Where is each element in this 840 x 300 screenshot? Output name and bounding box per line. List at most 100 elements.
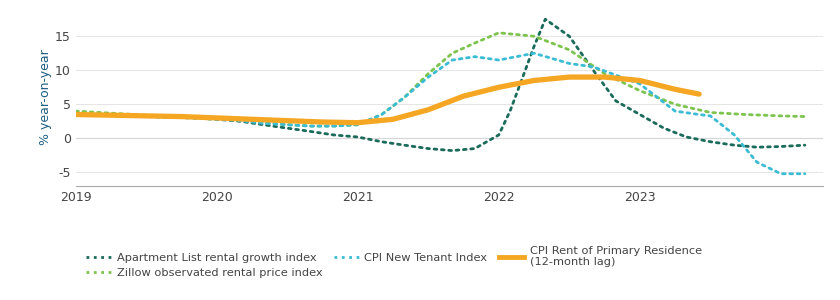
Zillow observated rental price index — [282, 123, 292, 127]
Line: CPI Rent of Primary Residence
(12-month lag): CPI Rent of Primary Residence (12-month … — [76, 77, 699, 123]
Zillow observated rental price index — [564, 48, 575, 52]
CPI New Tenant Index — [423, 75, 433, 79]
CPI New Tenant Index — [729, 133, 739, 137]
CPI Rent of Primary Residence
(12-month lag) — [141, 114, 151, 118]
CPI New Tenant Index — [529, 52, 539, 55]
Zillow observated rental price index — [447, 52, 457, 55]
CPI New Tenant Index — [635, 82, 645, 86]
CPI New Tenant Index — [694, 113, 704, 116]
Apartment List rental growth index — [258, 123, 268, 127]
Zillow observated rental price index — [141, 113, 151, 117]
CPI Rent of Primary Residence
(12-month lag) — [529, 79, 539, 82]
CPI Rent of Primary Residence
(12-month lag) — [388, 118, 398, 121]
Apartment List rental growth index — [540, 17, 550, 21]
Apartment List rental growth index — [212, 118, 222, 121]
Apartment List rental growth index — [423, 147, 433, 150]
Apartment List rental growth index — [529, 45, 539, 48]
CPI New Tenant Index — [717, 123, 727, 127]
CPI New Tenant Index — [706, 114, 716, 118]
CPI New Tenant Index — [470, 55, 480, 58]
CPI New Tenant Index — [447, 58, 457, 62]
CPI New Tenant Index — [212, 118, 222, 121]
CPI New Tenant Index — [165, 116, 176, 119]
Zillow observated rental price index — [470, 41, 480, 45]
CPI Rent of Primary Residence
(12-month lag) — [694, 92, 704, 96]
Apartment List rental growth index — [776, 145, 786, 148]
Zillow observated rental price index — [670, 103, 680, 106]
CPI Rent of Primary Residence
(12-month lag) — [318, 120, 328, 124]
Apartment List rental growth index — [282, 126, 292, 130]
CPI Rent of Primary Residence
(12-month lag) — [564, 75, 575, 79]
CPI New Tenant Index — [117, 114, 127, 118]
CPI New Tenant Index — [800, 172, 810, 175]
Apartment List rental growth index — [306, 130, 316, 133]
Zillow observated rental price index — [423, 72, 433, 76]
Apartment List rental growth index — [659, 126, 669, 130]
Apartment List rental growth index — [187, 116, 197, 120]
Apartment List rental growth index — [470, 147, 480, 150]
Apartment List rental growth index — [588, 68, 598, 72]
CPI New Tenant Index — [282, 123, 292, 127]
CPI New Tenant Index — [741, 147, 751, 150]
Apartment List rental growth index — [235, 119, 245, 123]
Zillow observated rental price index — [741, 113, 751, 116]
Apartment List rental growth index — [494, 133, 504, 137]
Apartment List rental growth index — [71, 113, 81, 116]
CPI New Tenant Index — [776, 172, 786, 175]
Zillow observated rental price index — [328, 124, 339, 128]
Apartment List rental growth index — [752, 146, 762, 149]
Apartment List rental growth index — [447, 149, 457, 152]
Apartment List rental growth index — [800, 143, 810, 147]
Apartment List rental growth index — [141, 115, 151, 119]
CPI New Tenant Index — [95, 113, 105, 117]
CPI New Tenant Index — [399, 96, 409, 99]
CPI New Tenant Index — [752, 160, 762, 164]
Zillow observated rental price index — [165, 115, 176, 119]
CPI Rent of Primary Residence
(12-month lag) — [353, 121, 363, 124]
CPI New Tenant Index — [670, 109, 680, 113]
CPI New Tenant Index — [564, 62, 575, 65]
Zillow observated rental price index — [635, 89, 645, 92]
CPI New Tenant Index — [71, 113, 81, 116]
Zillow observated rental price index — [776, 114, 786, 118]
Apartment List rental growth index — [165, 116, 176, 119]
CPI Rent of Primary Residence
(12-month lag) — [459, 94, 469, 98]
Zillow observated rental price index — [71, 109, 81, 113]
Line: Zillow observated rental price index: Zillow observated rental price index — [76, 33, 805, 126]
Apartment List rental growth index — [399, 143, 409, 147]
CPI New Tenant Index — [141, 115, 151, 119]
Zillow observated rental price index — [399, 96, 409, 99]
CPI Rent of Primary Residence
(12-month lag) — [670, 88, 680, 91]
CPI New Tenant Index — [235, 119, 245, 122]
Zillow observated rental price index — [376, 113, 386, 116]
Apartment List rental growth index — [706, 140, 716, 143]
Apartment List rental growth index — [517, 75, 528, 79]
CPI Rent of Primary Residence
(12-month lag) — [176, 115, 186, 119]
CPI Rent of Primary Residence
(12-month lag) — [423, 108, 433, 112]
CPI New Tenant Index — [353, 123, 363, 127]
Apartment List rental growth index — [505, 109, 515, 113]
Legend: Apartment List rental growth index, Zillow observated rental price index, CPI Ne: Apartment List rental growth index, Zill… — [81, 241, 706, 283]
Zillow observated rental price index — [353, 123, 363, 127]
Apartment List rental growth index — [611, 99, 621, 103]
Apartment List rental growth index — [681, 135, 691, 139]
Apartment List rental growth index — [635, 113, 645, 116]
CPI Rent of Primary Residence
(12-month lag) — [282, 119, 292, 122]
Apartment List rental growth index — [376, 140, 386, 143]
CPI Rent of Primary Residence
(12-month lag) — [494, 85, 504, 89]
CPI New Tenant Index — [376, 113, 386, 116]
Zillow observated rental price index — [529, 34, 539, 38]
CPI Rent of Primary Residence
(12-month lag) — [106, 113, 116, 117]
Zillow observated rental price index — [494, 31, 504, 34]
Apartment List rental growth index — [564, 34, 575, 38]
CPI New Tenant Index — [494, 58, 504, 62]
CPI New Tenant Index — [258, 122, 268, 125]
Line: Apartment List rental growth index: Apartment List rental growth index — [76, 19, 805, 151]
Y-axis label: % year-on-year: % year-on-year — [39, 50, 52, 146]
Zillow observated rental price index — [800, 115, 810, 119]
Zillow observated rental price index — [95, 111, 105, 114]
Apartment List rental growth index — [729, 143, 739, 147]
CPI Rent of Primary Residence
(12-month lag) — [635, 79, 645, 82]
CPI New Tenant Index — [588, 65, 598, 69]
Apartment List rental growth index — [117, 114, 127, 118]
